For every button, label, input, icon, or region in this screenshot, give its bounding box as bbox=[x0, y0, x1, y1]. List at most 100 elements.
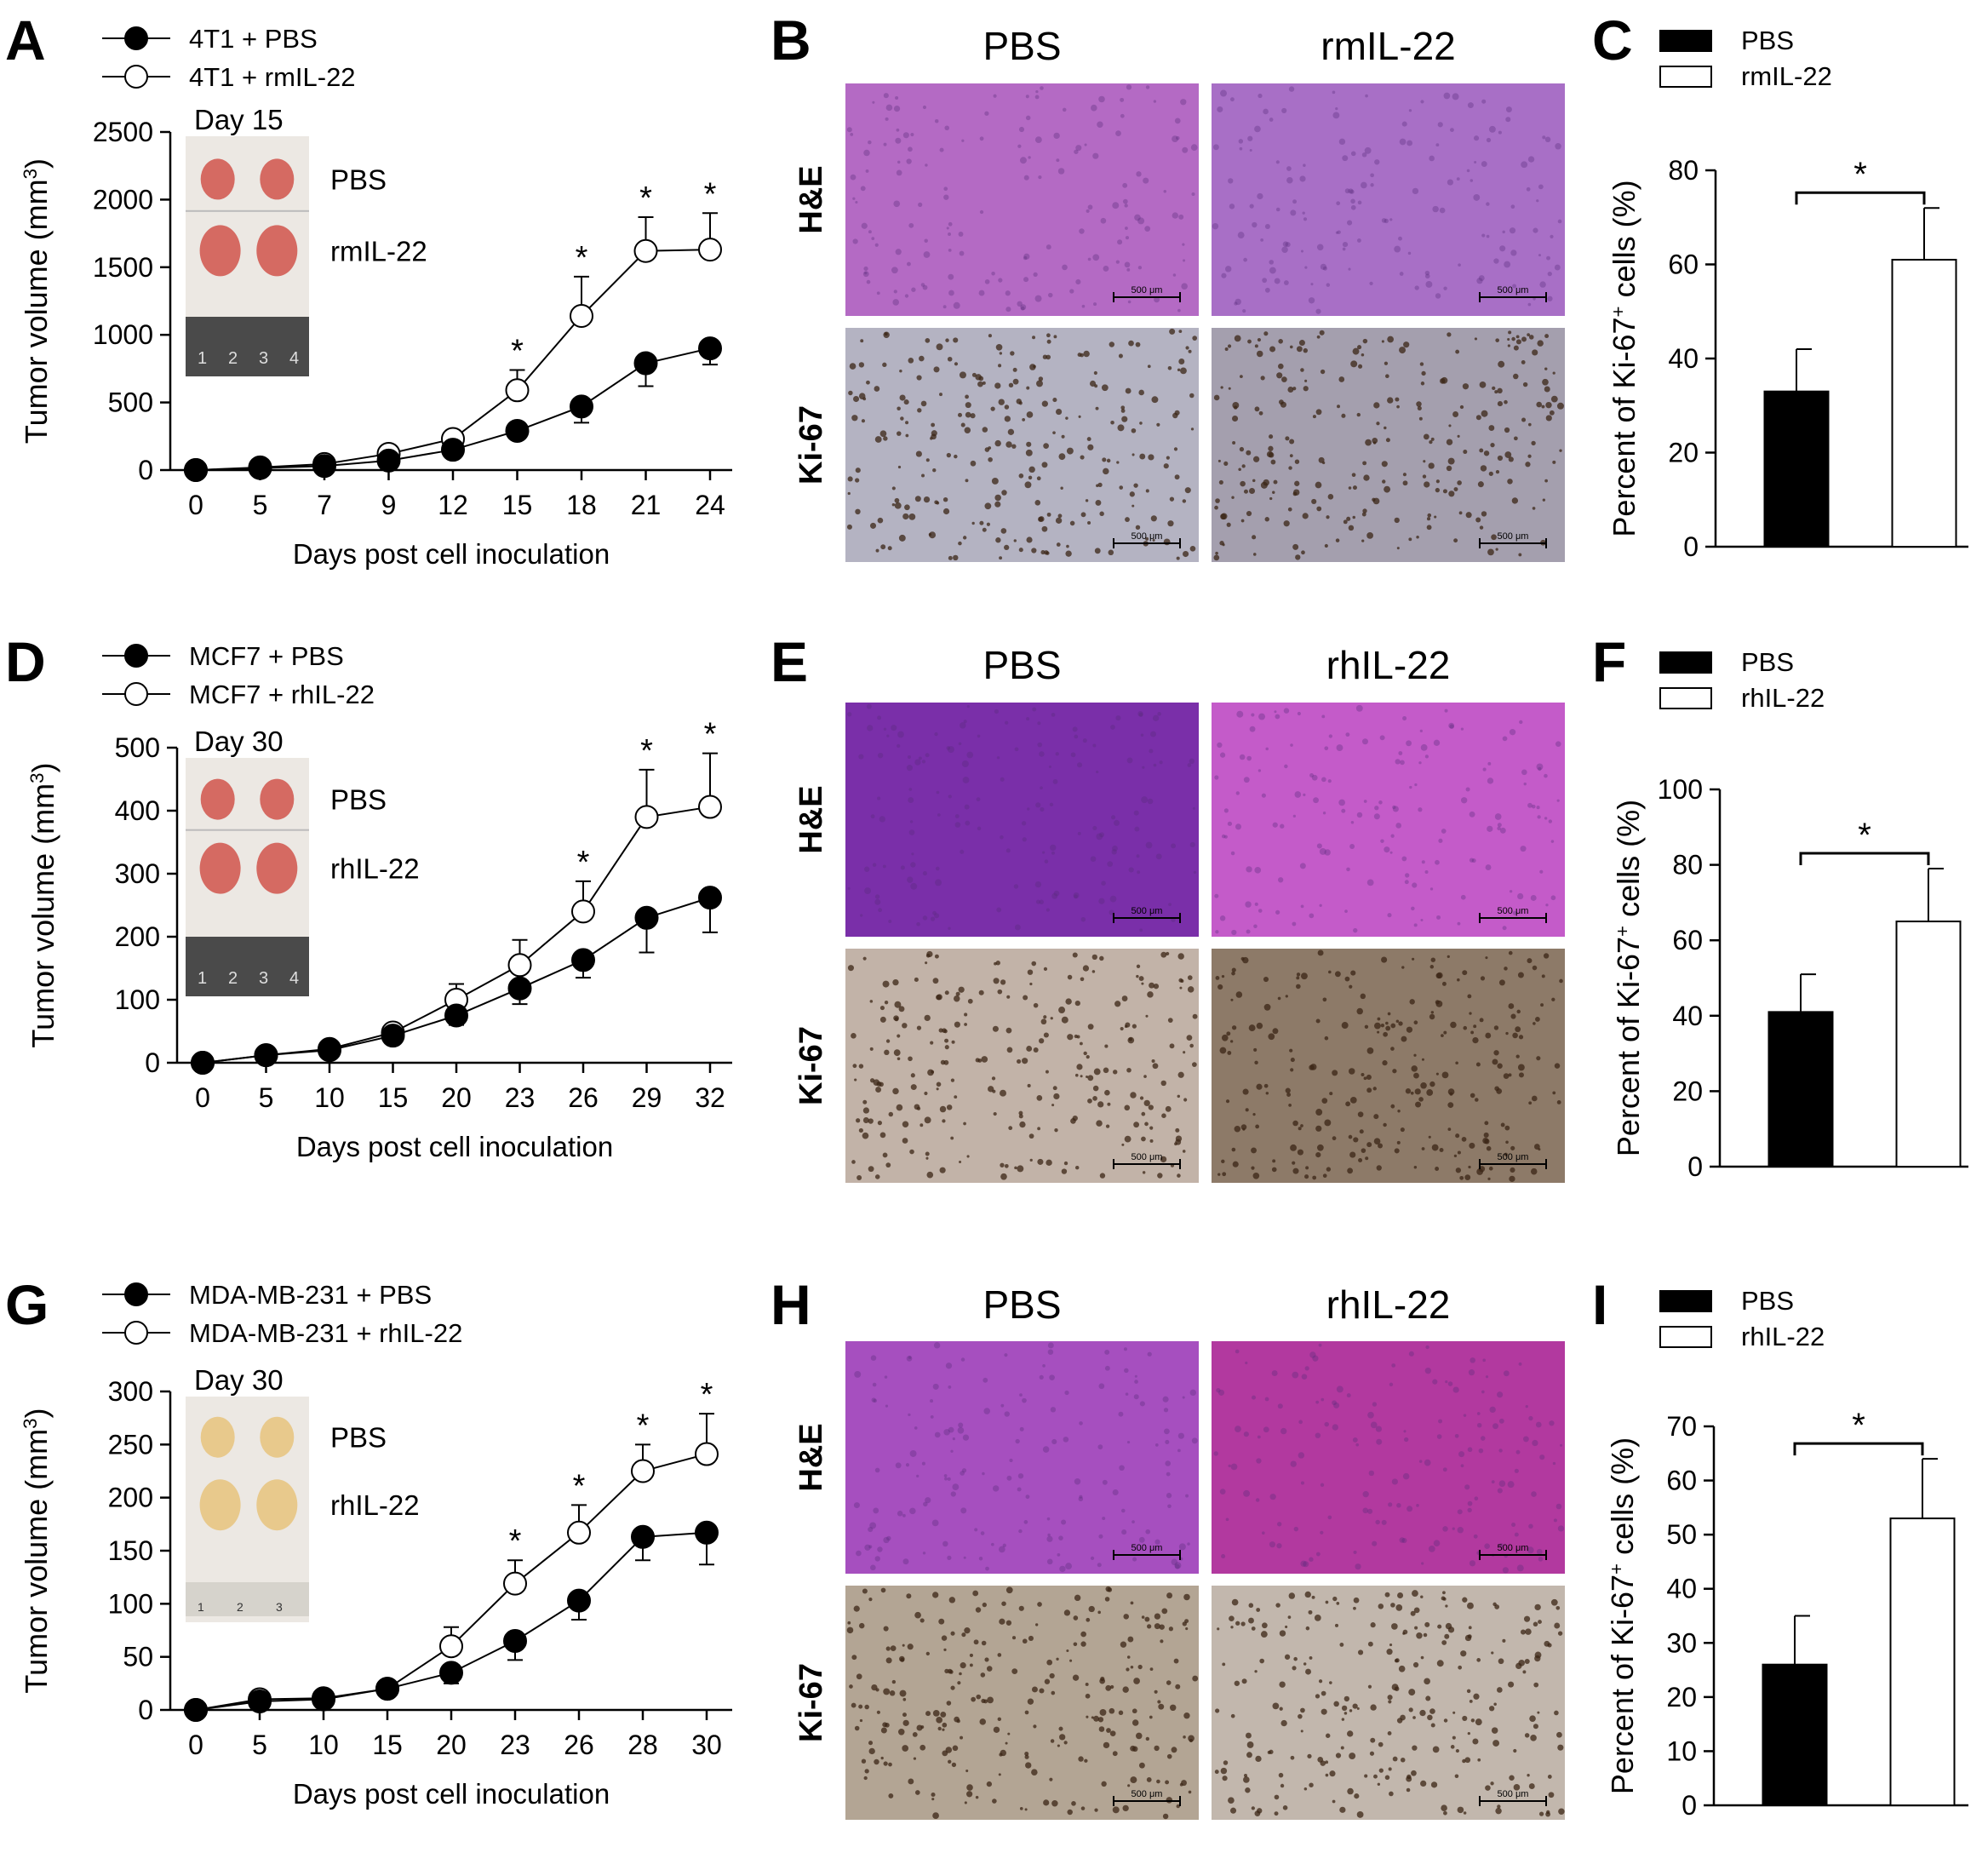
cell-speck bbox=[1504, 451, 1512, 458]
cell-speck bbox=[858, 1704, 863, 1709]
cell-speck bbox=[1049, 1672, 1055, 1679]
cell-speck bbox=[1361, 1072, 1365, 1077]
cell-speck bbox=[997, 1653, 1002, 1657]
cell-speck bbox=[1113, 1070, 1118, 1075]
scale-bar-label: 500 μm bbox=[1498, 1152, 1529, 1162]
cell-speck bbox=[856, 1118, 861, 1123]
cell-speck bbox=[1114, 1001, 1121, 1007]
cell-speck bbox=[1328, 970, 1332, 974]
cell-speck bbox=[1220, 513, 1227, 520]
cell-speck bbox=[923, 251, 931, 258]
cell-speck bbox=[1423, 433, 1429, 440]
cell-speck bbox=[1070, 752, 1076, 758]
cell-speck bbox=[1180, 979, 1184, 984]
cell-speck bbox=[1041, 462, 1048, 468]
cell-speck bbox=[961, 139, 965, 142]
cell-speck bbox=[1335, 538, 1340, 542]
cell-speck bbox=[1533, 1682, 1539, 1688]
cell-speck bbox=[1370, 1622, 1376, 1628]
cell-speck bbox=[1112, 202, 1120, 209]
cell-speck bbox=[1508, 950, 1513, 955]
cell-speck bbox=[1363, 800, 1367, 803]
cell-speck bbox=[1521, 769, 1527, 776]
cell-speck bbox=[1249, 204, 1254, 209]
cell-speck bbox=[1069, 289, 1074, 294]
cell-speck bbox=[1364, 1774, 1368, 1778]
x-axis-label: Days post cell inoculation bbox=[293, 538, 610, 570]
cell-speck bbox=[1500, 1122, 1505, 1127]
cell-speck bbox=[900, 865, 905, 870]
cell-speck bbox=[1309, 1557, 1314, 1562]
cell-speck bbox=[978, 290, 985, 296]
cell-speck bbox=[1087, 204, 1093, 210]
cell-speck bbox=[1332, 112, 1340, 119]
cell-speck bbox=[1167, 1018, 1173, 1023]
cell-speck bbox=[1428, 462, 1435, 469]
cell-speck bbox=[883, 1688, 891, 1695]
cell-speck bbox=[1413, 1166, 1418, 1169]
cell-speck bbox=[870, 1564, 876, 1571]
significance-star: * bbox=[701, 1377, 713, 1413]
cell-speck bbox=[1372, 497, 1376, 502]
cell-speck bbox=[1190, 144, 1198, 152]
cell-speck bbox=[1532, 507, 1536, 510]
cell-speck bbox=[1000, 979, 1006, 985]
cell-speck bbox=[870, 1355, 877, 1361]
cell-speck bbox=[1532, 1439, 1538, 1447]
cell-speck bbox=[986, 1666, 993, 1672]
cell-speck bbox=[875, 1087, 882, 1093]
cell-speck bbox=[1473, 135, 1480, 141]
cell-speck bbox=[1394, 245, 1401, 253]
cell-speck bbox=[1138, 712, 1143, 717]
cell-speck bbox=[909, 1450, 917, 1457]
cell-speck bbox=[1513, 1748, 1517, 1753]
cell-speck bbox=[1362, 1490, 1369, 1498]
cell-speck bbox=[1189, 1389, 1196, 1397]
cell-speck bbox=[1499, 827, 1506, 834]
cell-speck bbox=[1057, 168, 1065, 175]
cell-speck bbox=[1479, 381, 1487, 388]
y-tick-label: 40 bbox=[1672, 1001, 1703, 1031]
cell-speck bbox=[1439, 1148, 1444, 1153]
cell-speck bbox=[869, 1000, 874, 1003]
cell-speck bbox=[1128, 340, 1134, 347]
cell-speck bbox=[1006, 1047, 1013, 1053]
cell-speck bbox=[1296, 346, 1303, 353]
cell-speck bbox=[952, 1483, 960, 1491]
cell-speck bbox=[1025, 115, 1031, 121]
cell-speck bbox=[1538, 1148, 1541, 1151]
cell-speck bbox=[1380, 839, 1384, 843]
cell-speck bbox=[864, 887, 872, 894]
cell-speck bbox=[1443, 1718, 1448, 1723]
cell-speck bbox=[1028, 466, 1035, 473]
cell-speck bbox=[1484, 1543, 1490, 1550]
cell-speck bbox=[1221, 1554, 1226, 1559]
cell-speck bbox=[1031, 1769, 1038, 1776]
cell-speck bbox=[1486, 234, 1490, 238]
cell-speck bbox=[944, 1668, 949, 1674]
cell-speck bbox=[1186, 1035, 1193, 1041]
cell-speck bbox=[1280, 1719, 1287, 1727]
cell-speck bbox=[1407, 251, 1412, 255]
cell-speck bbox=[893, 1015, 899, 1021]
cell-speck bbox=[1479, 448, 1484, 453]
cell-speck bbox=[1420, 1595, 1424, 1598]
cell-speck bbox=[1467, 1447, 1473, 1453]
cell-speck bbox=[1478, 1448, 1484, 1454]
cell-speck bbox=[1219, 1047, 1227, 1054]
cell-speck bbox=[1395, 823, 1402, 829]
cell-speck bbox=[1419, 1709, 1426, 1717]
cell-speck bbox=[1555, 1503, 1562, 1510]
cell-speck bbox=[1473, 1693, 1480, 1700]
cell-speck bbox=[1243, 489, 1248, 494]
x-tick-label: 5 bbox=[252, 1730, 267, 1760]
cell-speck bbox=[1505, 117, 1511, 123]
cell-speck bbox=[948, 1670, 954, 1674]
inset-label: rhIL-22 bbox=[330, 853, 420, 885]
cell-speck bbox=[1290, 1068, 1294, 1072]
x-tick-label: 18 bbox=[566, 490, 597, 520]
cell-speck bbox=[1087, 1075, 1094, 1081]
cell-speck bbox=[1374, 159, 1380, 165]
cell-speck bbox=[1424, 270, 1430, 276]
x-tick-label: 20 bbox=[436, 1730, 467, 1760]
